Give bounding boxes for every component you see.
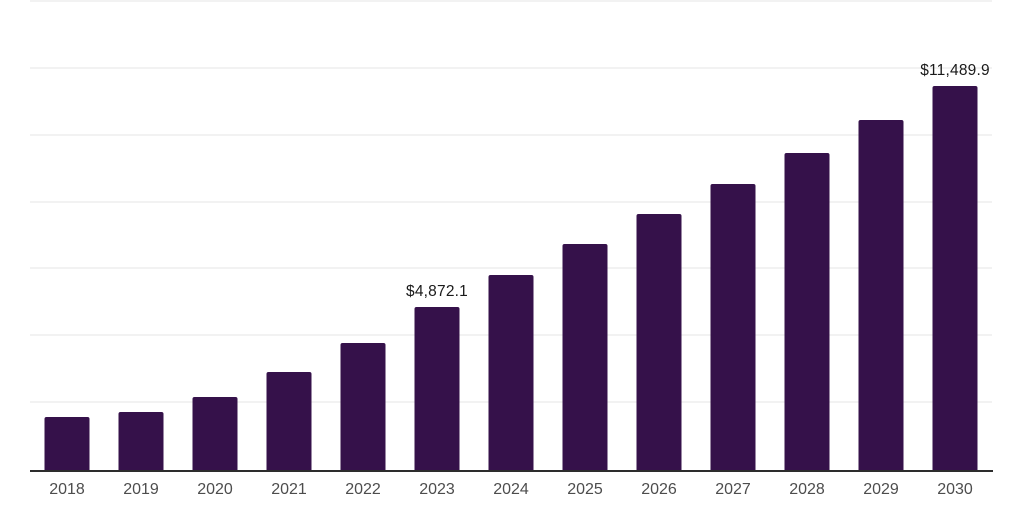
x-tick-label-2026: 2026 (641, 481, 677, 498)
gridline-y-14000 (30, 0, 992, 2)
bar-column-2028 (770, 0, 844, 470)
bar-column-2018 (30, 0, 104, 470)
gridline-y-12000 (30, 66, 992, 69)
bar-2018 (44, 417, 90, 470)
x-axis-labels: 2018 2019 2020 2021 2022 2023 2024 2025 2026 2027… (30, 481, 992, 503)
bar-column-2021 (252, 0, 326, 470)
x-tick-label-2028: 2028 (789, 481, 825, 498)
bar-column-2030: $11,489.9 (918, 0, 992, 470)
x-tick-label-2022: 2022 (345, 481, 381, 498)
x-tick-label-2018: 2018 (49, 481, 85, 498)
bar-2024 (488, 275, 534, 470)
x-tick-label-2029: 2029 (863, 481, 899, 498)
plot-area: $4,872.1 $11,489.9 (30, 0, 992, 470)
bar-column-2023: $4,872.1 (400, 0, 474, 470)
x-tick-label-2030: 2030 (937, 481, 973, 498)
gridline-y-10000 (30, 133, 992, 136)
bar-2022 (340, 343, 386, 470)
gridline-y-8000 (30, 200, 992, 203)
bar-2030 (932, 85, 978, 470)
bar-column-2024 (474, 0, 548, 470)
bar-column-2027 (696, 0, 770, 470)
bar-2028 (784, 153, 830, 470)
bar-2021 (266, 372, 312, 470)
bar-column-2025 (548, 0, 622, 470)
x-tick-label-2020: 2020 (197, 481, 233, 498)
gridline-y-6000 (30, 267, 992, 270)
x-tick-label-2027: 2027 (715, 481, 751, 498)
bar-2027 (710, 184, 756, 470)
x-tick-label-2024: 2024 (493, 481, 529, 498)
bar-value-label-2030: $11,489.9 (920, 61, 990, 79)
bar-2023 (414, 307, 460, 470)
bar-2020 (192, 396, 238, 470)
bar-column-2029 (844, 0, 918, 470)
bar-2029 (858, 120, 904, 470)
bar-column-2026 (622, 0, 696, 470)
bar-column-2020 (178, 0, 252, 470)
bar-2026 (636, 213, 682, 470)
bar-2025 (562, 244, 608, 470)
x-tick-label-2021: 2021 (271, 481, 307, 498)
x-tick-label-2023: 2023 (419, 481, 455, 498)
bar-column-2022 (326, 0, 400, 470)
x-axis-line (30, 470, 993, 472)
bar-value-label-2023: $4,872.1 (406, 283, 468, 301)
x-tick-label-2019: 2019 (123, 481, 159, 498)
bar-column-2019 (104, 0, 178, 470)
bar-2019 (118, 412, 164, 470)
x-tick-label-2025: 2025 (567, 481, 603, 498)
